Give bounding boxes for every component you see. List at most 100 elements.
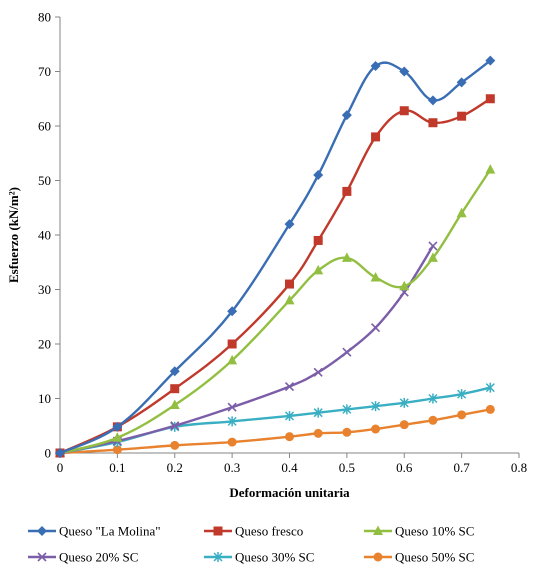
y-tick-label: 70 [38, 64, 51, 79]
x-tick-label: 0.2 [167, 460, 183, 475]
data-point [342, 186, 352, 196]
y-tick-label: 0 [45, 446, 52, 461]
x-tick-label: 0.4 [281, 460, 298, 475]
data-point [341, 252, 352, 262]
x-tick-label: 0.6 [396, 460, 413, 475]
data-point [399, 280, 410, 291]
data-point [485, 55, 496, 66]
x-tick-label: 0 [57, 460, 64, 475]
data-point [227, 416, 237, 427]
data-point [457, 111, 467, 121]
legend-marker [373, 525, 383, 535]
data-point [227, 437, 237, 447]
data-point [456, 207, 467, 218]
data-point [313, 235, 323, 245]
series-line [59, 408, 491, 455]
legend-marker [213, 552, 223, 562]
x-tick-label: 0.1 [109, 460, 125, 475]
data-point [170, 440, 180, 450]
data-point [485, 164, 496, 174]
y-tick-label: 60 [38, 119, 51, 134]
data-point [227, 402, 237, 412]
data-point [227, 339, 237, 349]
legend-item: Queso 30% SC [204, 550, 314, 565]
data-point [313, 170, 324, 181]
data-point [112, 445, 122, 455]
data-point [112, 432, 123, 442]
data-point [169, 366, 180, 377]
legend-item: Queso 50% SC [364, 550, 474, 565]
data-point [313, 367, 323, 377]
data-point [112, 421, 123, 432]
data-point [285, 432, 294, 442]
legend: Queso "La Molina" Queso fresco Queso 10% S… [28, 524, 474, 565]
y-tick-label: 40 [38, 228, 51, 243]
data-point [399, 106, 409, 116]
y-tick-label: 10 [38, 391, 51, 406]
legend-item: Queso 10% SC [364, 524, 474, 539]
legend-label: Queso fresco [235, 524, 303, 539]
data-point [399, 420, 409, 430]
data-point [399, 397, 409, 408]
series-circle [55, 404, 495, 458]
data-point [284, 219, 295, 230]
x-tick-label: 0.7 [454, 460, 471, 475]
x-tick-label: 0.3 [224, 460, 240, 475]
data-point [285, 279, 294, 289]
legend-marker [37, 526, 47, 536]
axes: 0 10 20 30 40 50 60 70 80 0 0.1 0.2 0.3 0.4 0.5 0.6 0.7 0… [38, 10, 527, 476]
data-point [313, 428, 323, 438]
data-point [342, 427, 352, 437]
data-point [342, 347, 352, 357]
series-x [55, 241, 438, 458]
data-point [428, 415, 438, 425]
legend-marker [373, 552, 383, 562]
series-layer [55, 55, 496, 458]
data-point [284, 410, 295, 421]
data-point [341, 110, 352, 121]
y-tick-label: 20 [38, 337, 51, 352]
data-point [227, 354, 238, 365]
data-point [370, 323, 381, 333]
data-point [370, 61, 381, 72]
series-diamond [55, 55, 496, 458]
series-line [59, 245, 434, 455]
data-point [485, 94, 495, 104]
legend-label: Queso 50% SC [395, 550, 474, 565]
legend-item: Queso fresco [204, 524, 303, 539]
data-point [227, 306, 238, 317]
legend-label: Queso 30% SC [235, 550, 314, 565]
data-point [55, 448, 65, 458]
data-point [428, 241, 438, 251]
series-triangle [55, 164, 496, 457]
data-point [427, 95, 438, 106]
data-point [313, 407, 323, 418]
legend-marker [213, 526, 223, 536]
data-point [428, 393, 438, 404]
data-point [371, 132, 381, 142]
data-point [399, 66, 410, 77]
data-point [485, 404, 495, 414]
data-point [428, 118, 438, 128]
data-point [371, 424, 381, 434]
data-point [169, 399, 180, 410]
series-square [55, 94, 495, 458]
data-point [342, 404, 352, 415]
x-tick-label: 0.5 [339, 460, 355, 475]
data-point [371, 401, 381, 412]
y-tick-label: 80 [38, 10, 51, 25]
y-tick-label: 30 [38, 282, 51, 297]
data-point [313, 264, 324, 275]
data-point [427, 252, 438, 262]
x-tick-label: 0.8 [511, 460, 527, 475]
data-point [370, 272, 381, 282]
data-point [457, 410, 467, 420]
x-axis-title: Deformación unitaria [229, 485, 350, 500]
legend-marker [37, 552, 47, 562]
legend-label: Queso "La Molina" [59, 524, 161, 539]
legend-item: Queso 20% SC [28, 550, 138, 565]
y-tick-label: 50 [38, 173, 51, 188]
series-line [59, 168, 492, 455]
data-point [284, 381, 295, 392]
